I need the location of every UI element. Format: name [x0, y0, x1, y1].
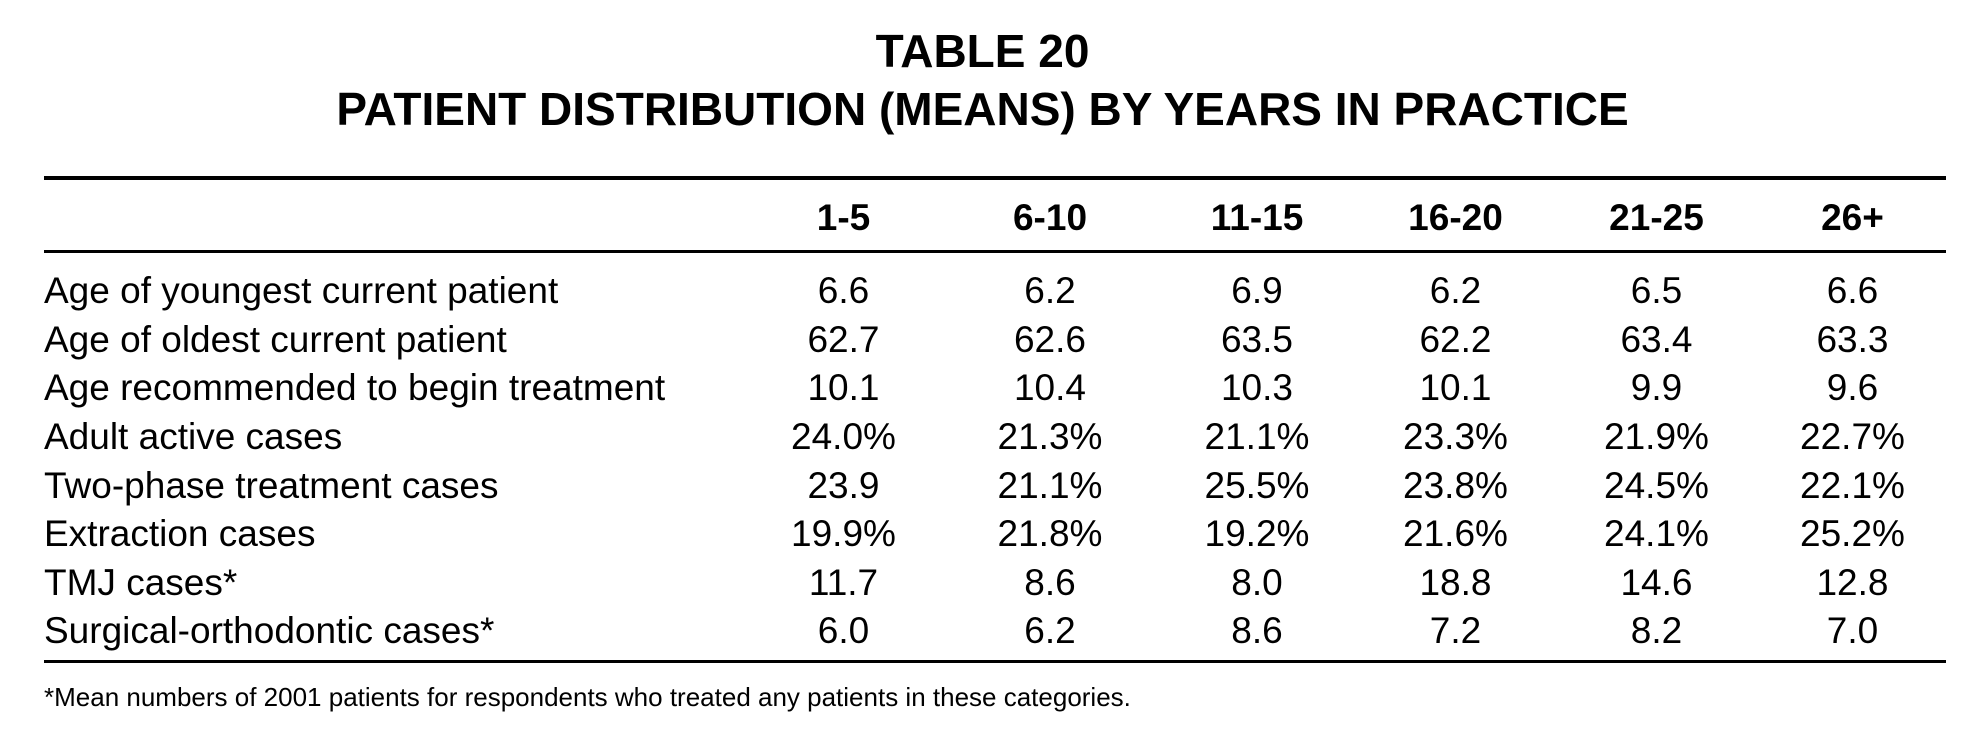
table-row: TMJ cases* 11.7 8.6 8.0 18.8 14.6 12.8 — [44, 559, 1946, 608]
cell-value: 6.9 — [1231, 270, 1283, 312]
table-title: PATIENT DISTRIBUTION (MEANS) BY YEARS IN… — [336, 83, 1629, 135]
cell-value: 63.3 — [1816, 318, 1889, 360]
column-header: 21-25 — [1554, 176, 1759, 253]
cell-value: 10.3 — [1220, 367, 1293, 409]
cell-value: 10.4 — [1013, 367, 1086, 409]
cell-value: 23.9 — [807, 464, 880, 506]
cell-value: 19.9% — [791, 513, 896, 555]
cell-value: 6.5 — [1630, 270, 1683, 312]
cell-value: 12.8 — [1816, 561, 1889, 603]
cell-value: 8.6 — [1157, 607, 1357, 663]
cell-value: 21.1% — [997, 464, 1103, 506]
table-row: Age recommended to begin treatment 10.1 … — [44, 364, 1946, 413]
row-label: Surgical-orthodontic cases* — [44, 607, 744, 663]
cell-value: 6.2 — [943, 607, 1157, 663]
cell-value: 22.7% — [1800, 416, 1905, 458]
cell-value: 21.6% — [1403, 513, 1508, 555]
cell-value: 22.1% — [1800, 464, 1905, 506]
cell-value: 24.1% — [1604, 513, 1709, 555]
table-row: Two-phase treatment cases 23.9 21.1% 25.… — [44, 461, 1946, 510]
cell-value: 10.1 — [807, 367, 880, 409]
cell-value: 21.3% — [997, 416, 1103, 458]
patient-distribution-table: 1-5 6-10 11-15 16-20 21-25 26+ Age of yo… — [44, 176, 1946, 663]
column-header: 1-5 — [744, 176, 943, 253]
row-label: TMJ cases* — [44, 561, 238, 603]
table-footnote: *Mean numbers of 2001 patients for respo… — [44, 682, 1131, 712]
cell-value: 23.3% — [1403, 416, 1508, 458]
table-row: Age of youngest current patient 6.6 6.2 … — [44, 252, 1946, 316]
cell-value: 6.2 — [1429, 270, 1482, 312]
cell-value: 19.2% — [1204, 513, 1310, 555]
cell-value: 8.2 — [1554, 607, 1759, 663]
column-header: 6-10 — [943, 176, 1157, 253]
stub-header — [44, 176, 744, 253]
table-row: Surgical-orthodontic cases* 6.0 6.2 8.6 … — [44, 607, 1946, 663]
table-row: Extraction cases 19.9% 21.8% 19.2% 21.6%… — [44, 510, 1946, 559]
cell-value: 6.6 — [1826, 270, 1879, 312]
table-number: TABLE 20 — [875, 25, 1090, 77]
cell-value: 21.1% — [1204, 416, 1310, 458]
header-row: 1-5 6-10 11-15 16-20 21-25 26+ — [44, 176, 1946, 253]
row-label: Age recommended to begin treatment — [44, 367, 666, 409]
cell-value: 6.2 — [1024, 270, 1076, 312]
cell-value: 8.6 — [1024, 561, 1076, 603]
column-header: 11-15 — [1157, 176, 1357, 253]
cell-value: 6.0 — [744, 607, 943, 663]
cell-value: 62.6 — [1013, 318, 1086, 360]
table-row: Adult active cases 24.0% 21.3% 21.1% 23.… — [44, 413, 1946, 462]
cell-value: 21.8% — [997, 513, 1103, 555]
table-row: Age of oldest current patient 62.7 62.6 … — [44, 316, 1946, 365]
row-label: Age of oldest current patient — [44, 318, 507, 360]
cell-value: 9.6 — [1826, 367, 1879, 409]
cell-value: 6.6 — [817, 270, 870, 312]
cell-value: 25.2% — [1800, 513, 1905, 555]
cell-value: 8.0 — [1231, 561, 1283, 603]
cell-value: 24.5% — [1604, 464, 1709, 506]
row-label: Two-phase treatment cases — [44, 464, 499, 506]
cell-value: 24.0% — [791, 416, 896, 458]
table-title-block: TABLE 20 PATIENT DISTRIBUTION (MEANS) BY… — [0, 22, 1965, 138]
row-label: Age of youngest current patient — [44, 270, 559, 312]
cell-value: 25.5% — [1204, 464, 1310, 506]
column-header: 16-20 — [1357, 176, 1554, 253]
cell-value: 62.2 — [1419, 318, 1492, 360]
cell-value: 7.0 — [1759, 607, 1946, 663]
row-label: Extraction cases — [44, 513, 316, 555]
cell-value: 23.8% — [1403, 464, 1508, 506]
cell-value: 10.1 — [1419, 367, 1492, 409]
cell-value: 63.5 — [1220, 318, 1293, 360]
row-label: Adult active cases — [44, 416, 343, 458]
column-header: 26+ — [1759, 176, 1946, 253]
cell-value: 18.8 — [1419, 561, 1492, 603]
cell-value: 9.9 — [1630, 367, 1683, 409]
data-table-container: 1-5 6-10 11-15 16-20 21-25 26+ Age of yo… — [44, 176, 1946, 663]
cell-value: 62.7 — [807, 318, 880, 360]
cell-value: 14.6 — [1620, 561, 1693, 603]
cell-value: 21.9% — [1604, 416, 1709, 458]
cell-value: 7.2 — [1357, 607, 1554, 663]
cell-value: 63.4 — [1620, 318, 1693, 360]
cell-value: 11.7 — [808, 561, 879, 603]
